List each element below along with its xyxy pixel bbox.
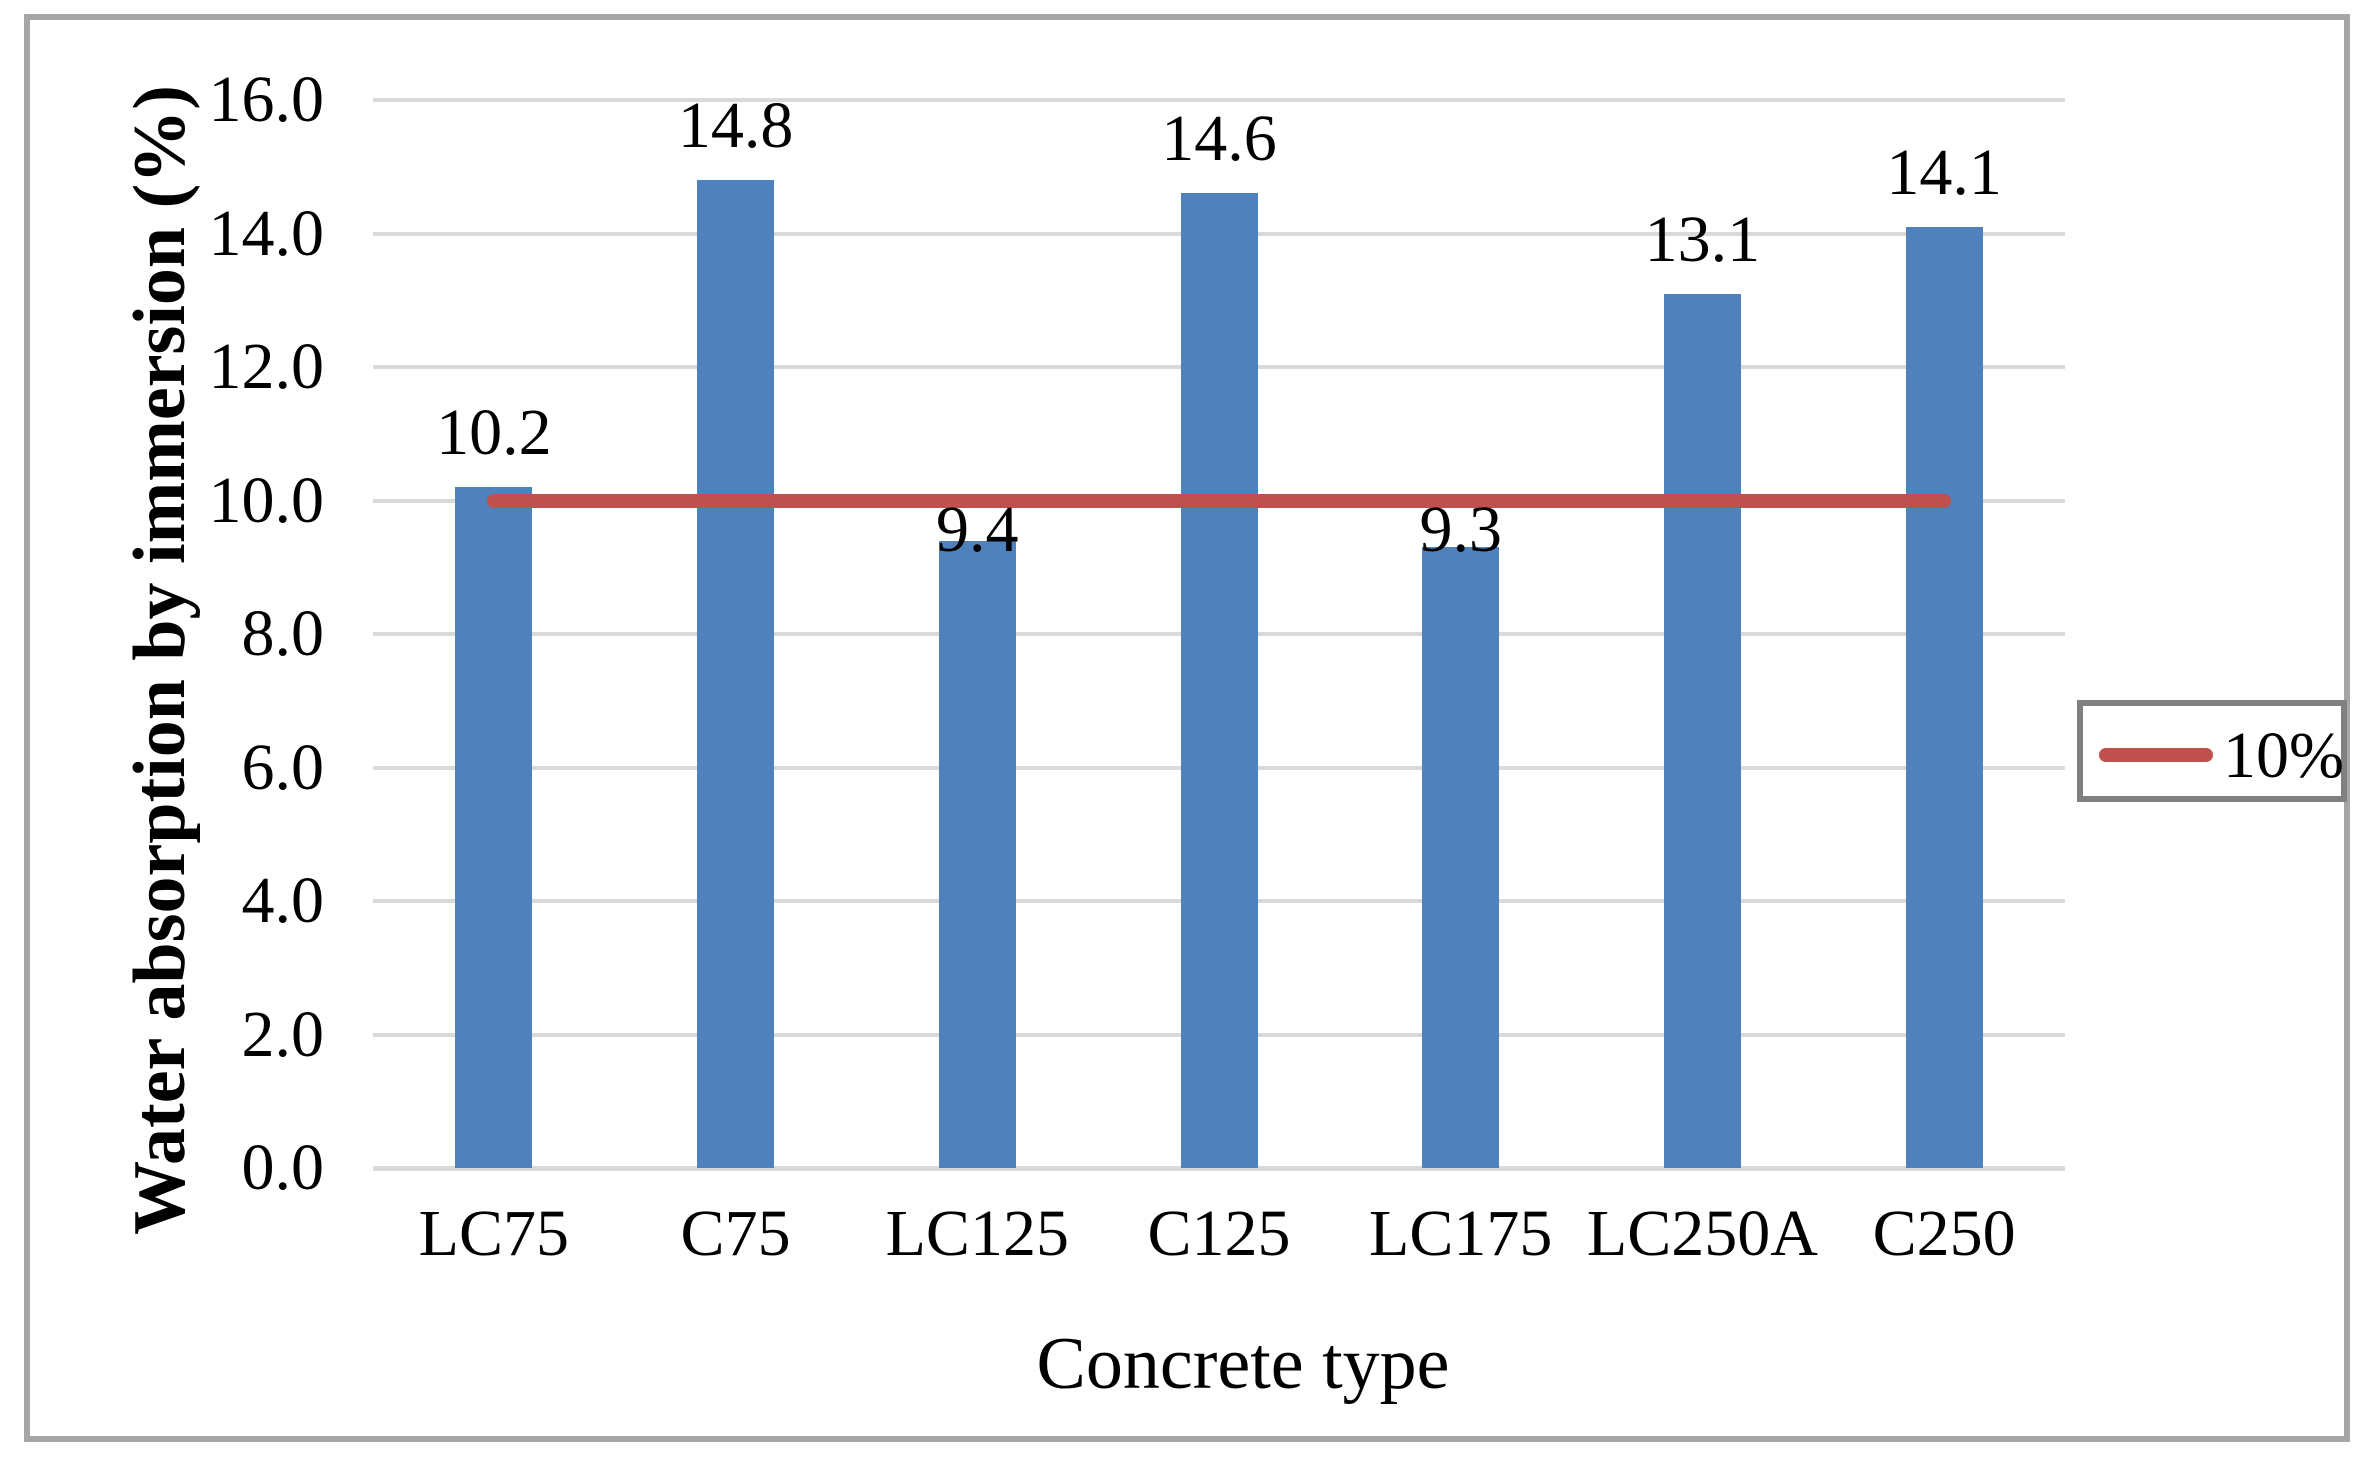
x-axis-line: [373, 1166, 2065, 1171]
bar-value-label: 9.4: [936, 492, 1019, 566]
x-category-label: C75: [680, 1197, 791, 1270]
bar-value-label: 9.3: [1419, 492, 1502, 566]
y-tick-label: 14.0: [208, 196, 325, 270]
bar-value-label: 14.1: [1886, 135, 2002, 209]
bar-value-label: 13.1: [1644, 202, 1761, 276]
y-tick-label: 10.0: [208, 463, 325, 537]
y-tick-label: 12.0: [208, 330, 325, 403]
legend-entry-label: 10%: [2223, 719, 2344, 792]
bar: [938, 540, 1016, 1168]
x-axis-title: Concrete type: [1036, 1323, 1450, 1405]
x-category-label: LC175: [1369, 1197, 1553, 1270]
bar: [1663, 293, 1741, 1168]
y-tick-label: 16.0: [208, 63, 325, 136]
x-category-label: C250: [1872, 1197, 2016, 1270]
chart-outer-frame: Water absorption by immersion (%) Concre…: [24, 14, 2350, 1442]
bar: [1905, 226, 1983, 1168]
gridline: [373, 98, 2065, 102]
bar: [455, 487, 533, 1168]
x-category-label: LC250A: [1586, 1197, 1818, 1270]
bar-value-label: 14.8: [677, 89, 794, 163]
y-tick-label: 2.0: [241, 997, 325, 1071]
y-tick-label: 6.0: [241, 730, 325, 804]
y-tick-label: 0.0: [241, 1131, 325, 1204]
x-category-label: LC75: [418, 1197, 570, 1270]
reference-line: [486, 493, 1952, 508]
bar-value-label: 10.2: [436, 396, 552, 470]
x-category-label: C125: [1147, 1197, 1291, 1270]
y-tick-label: 4.0: [241, 864, 325, 937]
y-tick-label: 8.0: [241, 597, 325, 670]
legend: 10%: [2077, 700, 2347, 802]
bar: [1180, 193, 1258, 1168]
x-category-label: LC125: [885, 1197, 1069, 1270]
bar: [1422, 547, 1500, 1168]
bar: [697, 180, 775, 1168]
bar-value-label: 14.6: [1161, 102, 1277, 176]
legend-line-swatch-icon: [2099, 748, 2213, 762]
